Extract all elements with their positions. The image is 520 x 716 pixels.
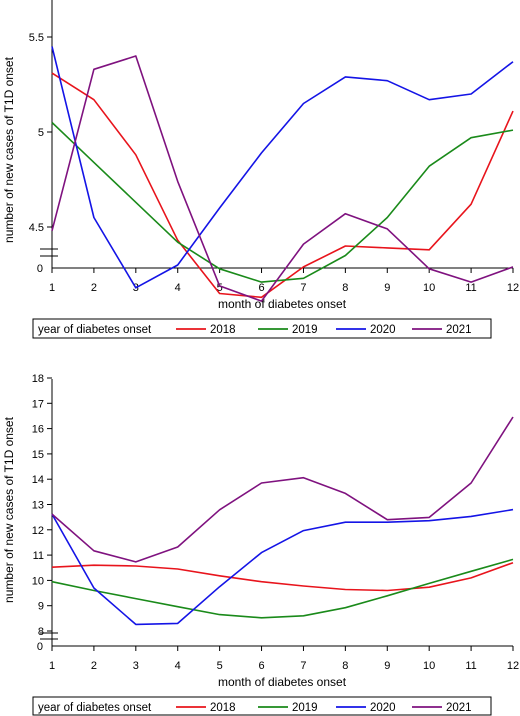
y-tick-label: 10 bbox=[32, 575, 44, 587]
series-line-2020 bbox=[51, 508, 514, 626]
x-tick-label: 4 bbox=[175, 282, 181, 294]
series-line-2019 bbox=[51, 558, 514, 619]
legend-label-2021: 2021 bbox=[446, 702, 472, 714]
x-tick-label: 5 bbox=[217, 660, 223, 672]
y-tick-label: 9 bbox=[38, 601, 44, 613]
x-axis-title: month of diabetes onset bbox=[218, 675, 347, 689]
legend-label-2019: 2019 bbox=[292, 702, 318, 714]
legend-label-2018: 2018 bbox=[210, 702, 236, 714]
x-tick-label: 12 bbox=[507, 660, 519, 672]
legend-label-2019: 2019 bbox=[292, 324, 318, 336]
legend: year of diabetes onset 2018 2019 2020 2021 bbox=[32, 318, 492, 339]
x-tick-label: 2 bbox=[91, 282, 97, 294]
x-tick-label: 2 bbox=[91, 660, 97, 672]
series-line-2018 bbox=[51, 561, 514, 592]
legend: year of diabetes onset 2018 2019 2020 2021 bbox=[32, 696, 492, 716]
y-axis-title: number of new cases of T1D onset bbox=[2, 416, 16, 603]
y-tick-label: 5 bbox=[38, 127, 44, 139]
x-tick-label: 7 bbox=[300, 282, 306, 294]
x-tick-label: 5 bbox=[217, 282, 223, 294]
y-tick-label: 4.5 bbox=[29, 222, 44, 234]
series-line-2021 bbox=[51, 55, 514, 302]
series-line-2020 bbox=[51, 46, 514, 289]
legend-label-2021: 2021 bbox=[446, 324, 472, 336]
x-tick-label: 1 bbox=[49, 282, 55, 294]
x-tick-label: 11 bbox=[465, 660, 476, 672]
x-tick-label: 10 bbox=[423, 282, 435, 294]
x-tick-label: 7 bbox=[300, 660, 306, 672]
chart-bottom: 0 number of new cases of T1D onset month… bbox=[2, 373, 519, 716]
legend-frame bbox=[32, 696, 492, 716]
x-tick-label: 8 bbox=[342, 282, 348, 294]
legend-label-2018: 2018 bbox=[210, 324, 236, 336]
y-tick-label: 11 bbox=[33, 550, 44, 562]
x-tick-label: 6 bbox=[258, 660, 264, 672]
y-tick-label: 0 bbox=[37, 263, 43, 275]
x-tick-label: 12 bbox=[507, 282, 519, 294]
chart-top: 0 number of new cases of T1D onset month… bbox=[2, 0, 519, 339]
series-line-2021 bbox=[51, 416, 514, 563]
x-tick-label: 9 bbox=[384, 282, 390, 294]
y-tick-label: 0 bbox=[37, 641, 43, 653]
legend-title: year of diabetes onset bbox=[38, 702, 152, 714]
y-tick-label: 18 bbox=[32, 373, 44, 385]
y-tick-label: 13 bbox=[32, 500, 44, 512]
x-tick-label: 1 bbox=[49, 660, 55, 672]
x-tick-label: 9 bbox=[384, 660, 390, 672]
y-tick-label: 15 bbox=[32, 449, 44, 461]
x-axis-title: month of diabetes onset bbox=[218, 297, 347, 311]
y-tick-label: 14 bbox=[32, 474, 44, 486]
legend-label-2020: 2020 bbox=[370, 324, 396, 336]
y-tick-label: 8 bbox=[38, 626, 44, 638]
legend-title: year of diabetes onset bbox=[38, 324, 152, 336]
x-tick-label: 6 bbox=[258, 282, 264, 294]
x-tick-label: 11 bbox=[465, 282, 476, 294]
y-tick-label: 5.5 bbox=[29, 32, 44, 44]
series-line-2018 bbox=[51, 72, 514, 299]
y-axis-title: number of new cases of T1D onset bbox=[2, 56, 16, 243]
x-tick-label: 10 bbox=[423, 660, 435, 672]
x-tick-label: 4 bbox=[175, 660, 181, 672]
x-tick-label: 8 bbox=[342, 660, 348, 672]
y-tick-label: 12 bbox=[32, 525, 44, 537]
series-line-2019 bbox=[51, 121, 514, 283]
x-tick-label: 3 bbox=[133, 660, 139, 672]
y-tick-label: 17 bbox=[32, 398, 44, 410]
legend-label-2020: 2020 bbox=[370, 702, 396, 714]
y-tick-label: 16 bbox=[32, 424, 44, 436]
